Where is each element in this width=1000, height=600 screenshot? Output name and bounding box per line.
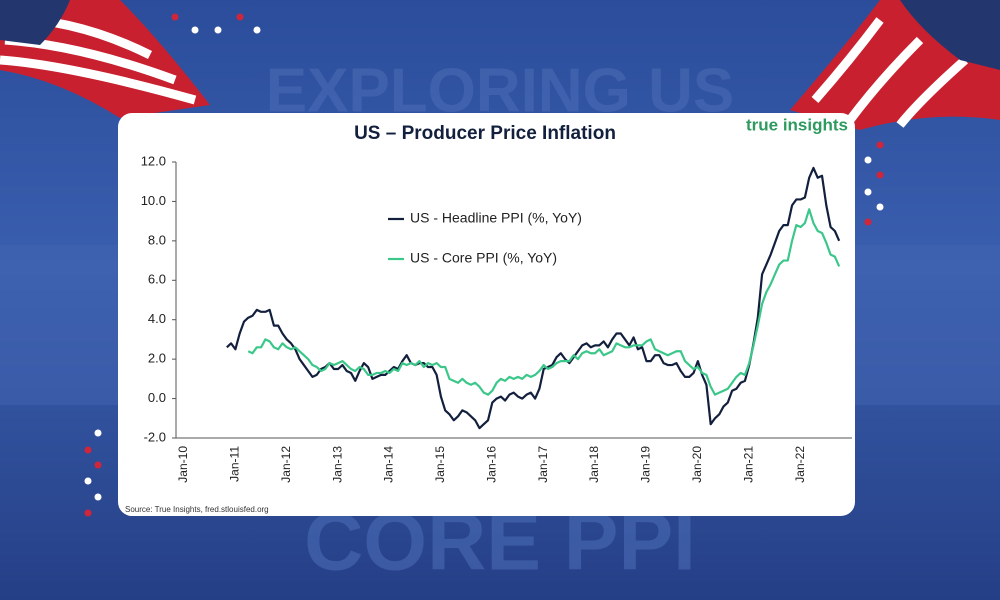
x-tick-label: Jan-15 (433, 446, 447, 483)
flag-right (790, 0, 1000, 130)
y-tick-label: 4.0 (148, 311, 166, 326)
x-tick-label: Jan-16 (484, 446, 498, 483)
x-tick-label: Jan-14 (382, 446, 396, 483)
chart-title: US – Producer Price Inflation (354, 123, 616, 144)
x-tick-label: Jan-20 (690, 446, 704, 483)
card (118, 113, 855, 516)
y-tick-label: 2.0 (148, 351, 166, 366)
legend-label: US - Core PPI (%, YoY) (410, 250, 557, 266)
dots (84, 13, 884, 517)
x-tick-label: Jan-18 (587, 446, 601, 483)
x-tick-label: Jan-10 (176, 446, 190, 483)
legend: US - Headline PPI (%, YoY) US - Core PPI … (388, 210, 582, 266)
legend-label: US - Headline PPI (%, YoY) (410, 210, 582, 226)
y-tick-label: 6.0 (148, 272, 166, 287)
source: Source: True Insights, fred.stlouisfed.o… (125, 505, 269, 514)
x-tick-label: Jan-22 (793, 446, 807, 483)
x-tick-label: Jan-19 (639, 446, 653, 483)
y-tick-label: 0.0 (148, 390, 166, 405)
flag-left (0, 0, 210, 118)
y-tick-label: 10.0 (141, 193, 166, 208)
x-tick-label: Jan-11 (228, 446, 242, 482)
y-tick-label: 12.0 (141, 153, 166, 168)
x-tick-label: Jan-17 (536, 446, 550, 483)
series-line (247, 208, 841, 396)
x-tick-label: Jan-12 (279, 446, 293, 483)
y-tick-label: 8.0 (148, 232, 166, 247)
brand: true insights (746, 115, 848, 134)
y-tick-label: -2.0 (144, 429, 166, 444)
x-tick-label: Jan-13 (330, 446, 344, 483)
x-tick-label: Jan-21 (741, 446, 755, 483)
